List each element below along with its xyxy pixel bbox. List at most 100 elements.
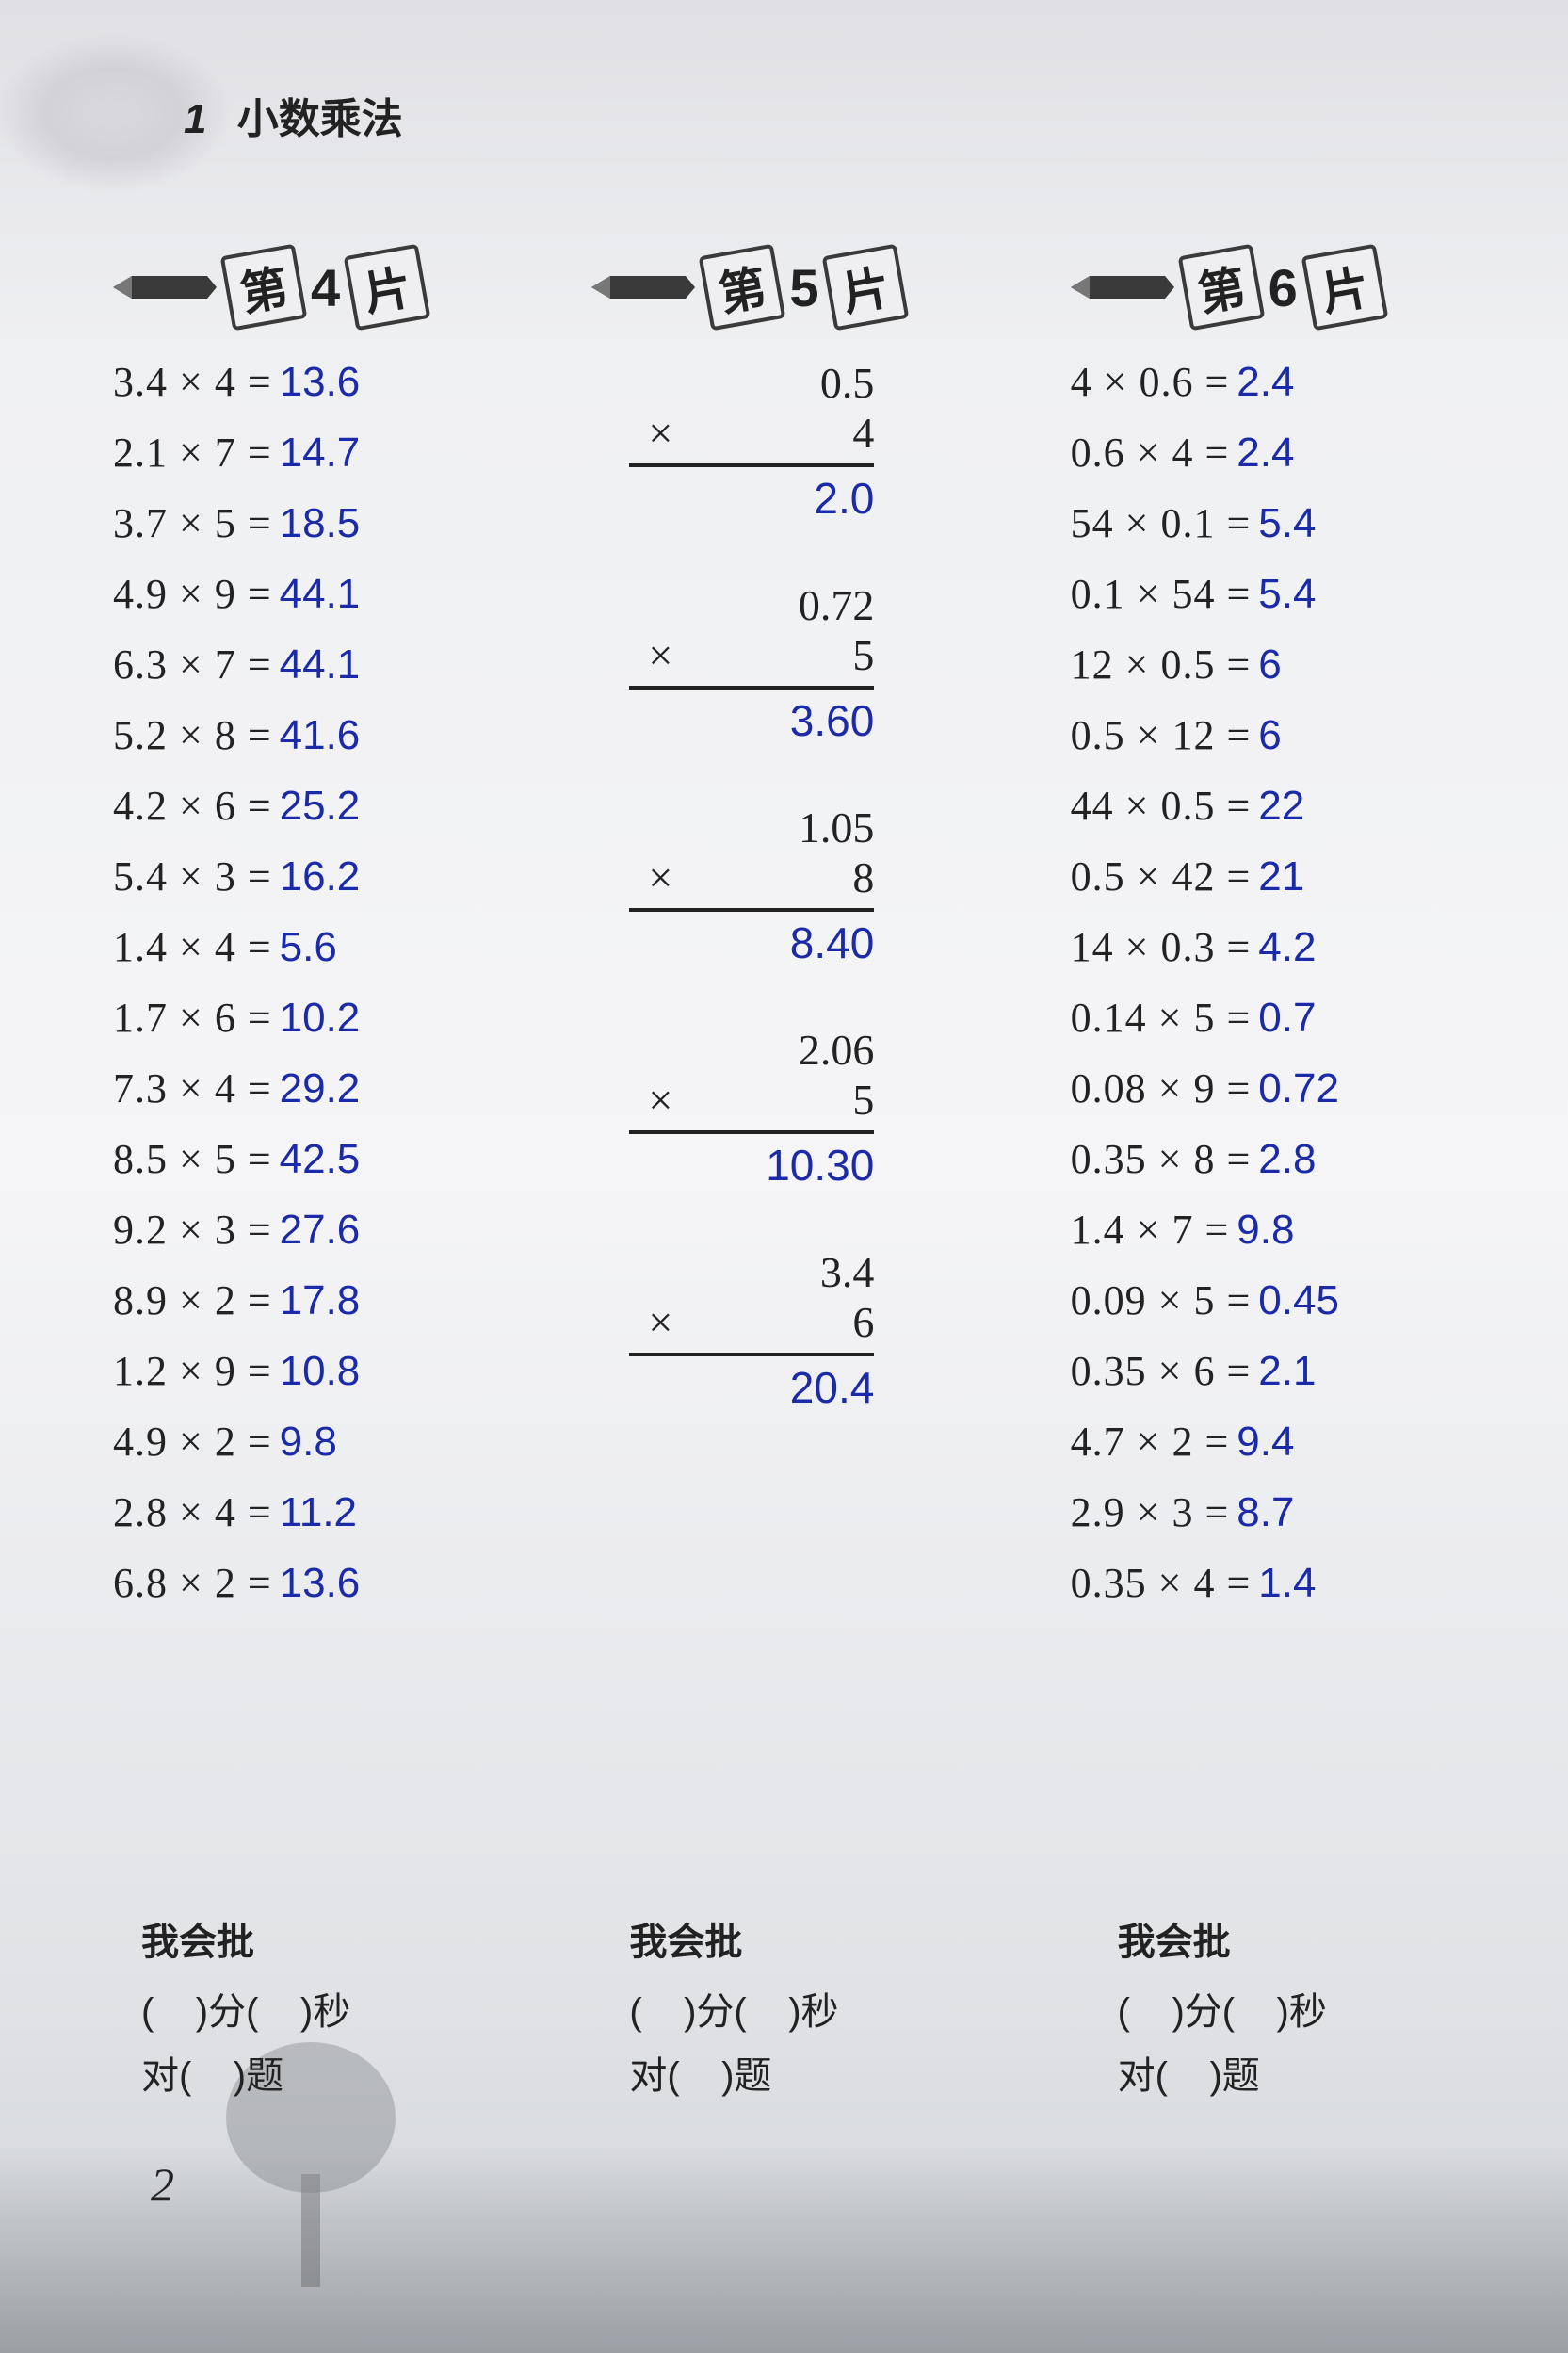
- problem-row: 2.1 × 7 =14.7: [113, 429, 535, 477]
- vp-result: 3.60: [629, 695, 874, 746]
- problem-row: 0.5 × 12 =6: [1071, 711, 1493, 759]
- problem-row: 5.2 × 8 =41.6: [113, 711, 535, 759]
- vp-multiplier: 5: [852, 1075, 874, 1125]
- problem-answer: 5.4: [1258, 500, 1316, 547]
- problem-lhs: 0.14 × 5 =: [1071, 994, 1252, 1042]
- vp-result: 2.0: [629, 473, 874, 524]
- problem-answer: 29.2: [280, 1065, 361, 1112]
- vp-result: 8.40: [629, 917, 874, 968]
- problem-row: 44 × 0.5 =22: [1071, 782, 1493, 830]
- problem-answer: 18.5: [280, 500, 361, 547]
- problem-row: 8.9 × 2 =17.8: [113, 1276, 535, 1324]
- vp-multiplier: 8: [852, 852, 874, 902]
- vertical-problem: 0.5×42.0: [629, 358, 874, 524]
- problem-lhs: 0.35 × 8 =: [1071, 1135, 1252, 1183]
- vp-times: ×: [629, 852, 672, 902]
- columns-container: 第 4 片 3.4 × 4 =13.62.1 × 7 =14.73.7 × 5 …: [113, 245, 1493, 1607]
- stamp-badge: 第: [220, 244, 308, 332]
- stamp-badge-2: 片: [344, 244, 431, 332]
- problem-row: 0.08 × 9 =0.72: [1071, 1064, 1493, 1112]
- problem-lhs: 8.9 × 2 =: [113, 1276, 272, 1324]
- problem-row: 9.2 × 3 =27.6: [113, 1206, 535, 1254]
- problem-lhs: 4.7 × 2 =: [1071, 1418, 1230, 1466]
- problem-lhs: 44 × 0.5 =: [1071, 782, 1252, 830]
- vp-top: 1.05: [629, 803, 874, 852]
- pencil-icon: [591, 272, 695, 302]
- problem-lhs: 0.09 × 5 =: [1071, 1276, 1252, 1324]
- problem-answer: 13.6: [280, 359, 361, 406]
- vp-top: 2.06: [629, 1025, 874, 1075]
- problem-answer: 10.2: [280, 995, 361, 1042]
- vp-top: 0.5: [629, 358, 874, 408]
- problem-lhs: 0.6 × 4 =: [1071, 429, 1230, 477]
- problem-lhs: 1.4 × 7 =: [1071, 1206, 1230, 1254]
- problem-lhs: 5.4 × 3 =: [113, 852, 272, 901]
- problem-answer: 44.1: [280, 641, 361, 689]
- problem-lhs: 0.1 × 54 =: [1071, 570, 1252, 618]
- column-4-problems: 3.4 × 4 =13.62.1 × 7 =14.73.7 × 5 =18.54…: [113, 358, 535, 1607]
- problem-lhs: 5.2 × 8 =: [113, 711, 272, 759]
- problem-answer: 17.8: [280, 1277, 361, 1324]
- problem-answer: 27.6: [280, 1207, 361, 1254]
- problem-row: 3.4 × 4 =13.6: [113, 358, 535, 406]
- problem-row: 0.35 × 4 =1.4: [1071, 1559, 1493, 1607]
- problem-answer: 2.4: [1237, 359, 1294, 406]
- problem-row: 1.4 × 7 =9.8: [1071, 1206, 1493, 1254]
- footer-block-4: 我会批 ( )分( )秒 对( )题: [141, 1910, 478, 2108]
- stamp-badge-2: 片: [822, 244, 910, 332]
- problem-row: 12 × 0.5 =6: [1071, 641, 1493, 689]
- stamp-badge-2: 片: [1301, 244, 1388, 332]
- problem-answer: 8.7: [1237, 1489, 1294, 1536]
- problem-row: 1.7 × 6 =10.2: [113, 994, 535, 1042]
- problem-answer: 11.2: [280, 1489, 357, 1536]
- problem-row: 0.5 × 42 =21: [1071, 852, 1493, 901]
- problem-row: 0.35 × 6 =2.1: [1071, 1347, 1493, 1395]
- problem-lhs: 2.9 × 3 =: [1071, 1488, 1230, 1536]
- problem-row: 4.9 × 2 =9.8: [113, 1418, 535, 1466]
- problem-lhs: 1.4 × 4 =: [113, 923, 272, 971]
- problem-row: 2.9 × 3 =8.7: [1071, 1488, 1493, 1536]
- problem-lhs: 0.5 × 42 =: [1071, 852, 1252, 901]
- problem-lhs: 3.7 × 5 =: [113, 499, 272, 547]
- problem-lhs: 2.1 × 7 =: [113, 429, 272, 477]
- problem-answer: 5.6: [280, 924, 337, 971]
- chapter-header: 1 小数乘法: [184, 85, 403, 145]
- problem-row: 0.14 × 5 =0.7: [1071, 994, 1493, 1042]
- problem-lhs: 12 × 0.5 =: [1071, 641, 1252, 689]
- problem-row: 0.35 × 8 =2.8: [1071, 1135, 1493, 1183]
- problem-row: 8.5 × 5 =42.5: [113, 1135, 535, 1183]
- column-4: 第 4 片 3.4 × 4 =13.62.1 × 7 =14.73.7 × 5 …: [113, 245, 535, 1607]
- problem-lhs: 0.35 × 6 =: [1071, 1347, 1252, 1395]
- problem-answer: 0.7: [1258, 995, 1316, 1042]
- problem-lhs: 4 × 0.6 =: [1071, 358, 1230, 406]
- problem-answer: 1.4: [1258, 1560, 1316, 1607]
- problem-row: 4.2 × 6 =25.2: [113, 782, 535, 830]
- problem-lhs: 3.4 × 4 =: [113, 358, 272, 406]
- problem-lhs: 1.2 × 9 =: [113, 1347, 272, 1395]
- problem-lhs: 8.5 × 5 =: [113, 1135, 272, 1183]
- problem-lhs: 2.8 × 4 =: [113, 1488, 272, 1536]
- footer-correct-line: 对( )题: [141, 2044, 478, 2108]
- vp-mult-line: ×6: [629, 1297, 874, 1356]
- problem-answer: 2.8: [1258, 1136, 1316, 1183]
- problem-answer: 41.6: [280, 712, 361, 759]
- vp-multiplier: 4: [852, 408, 874, 458]
- footer-title: 我会批: [629, 1910, 966, 1974]
- problem-answer: 10.8: [280, 1348, 361, 1395]
- footer-time-line: ( )分( )秒: [629, 1980, 966, 2044]
- problem-answer: 9.8: [1237, 1207, 1294, 1254]
- problem-answer: 14.7: [280, 430, 361, 477]
- vp-mult-line: ×8: [629, 852, 874, 912]
- vp-times: ×: [629, 1297, 672, 1347]
- problem-lhs: 6.3 × 7 =: [113, 641, 272, 689]
- footer-block-5: 我会批 ( )分( )秒 对( )题: [629, 1910, 966, 2108]
- problem-row: 1.2 × 9 =10.8: [113, 1347, 535, 1395]
- column-5-problems: 0.5×42.00.72×53.601.05×88.402.06×510.303…: [591, 358, 1013, 1413]
- problem-row: 6.8 × 2 =13.6: [113, 1559, 535, 1607]
- problem-row: 6.3 × 7 =44.1: [113, 641, 535, 689]
- problem-answer: 13.6: [280, 1560, 361, 1607]
- stamp-badge: 第: [699, 244, 786, 332]
- problem-lhs: 4.2 × 6 =: [113, 782, 272, 830]
- vp-multiplier: 5: [852, 630, 874, 680]
- vertical-problem: 1.05×88.40: [629, 803, 874, 968]
